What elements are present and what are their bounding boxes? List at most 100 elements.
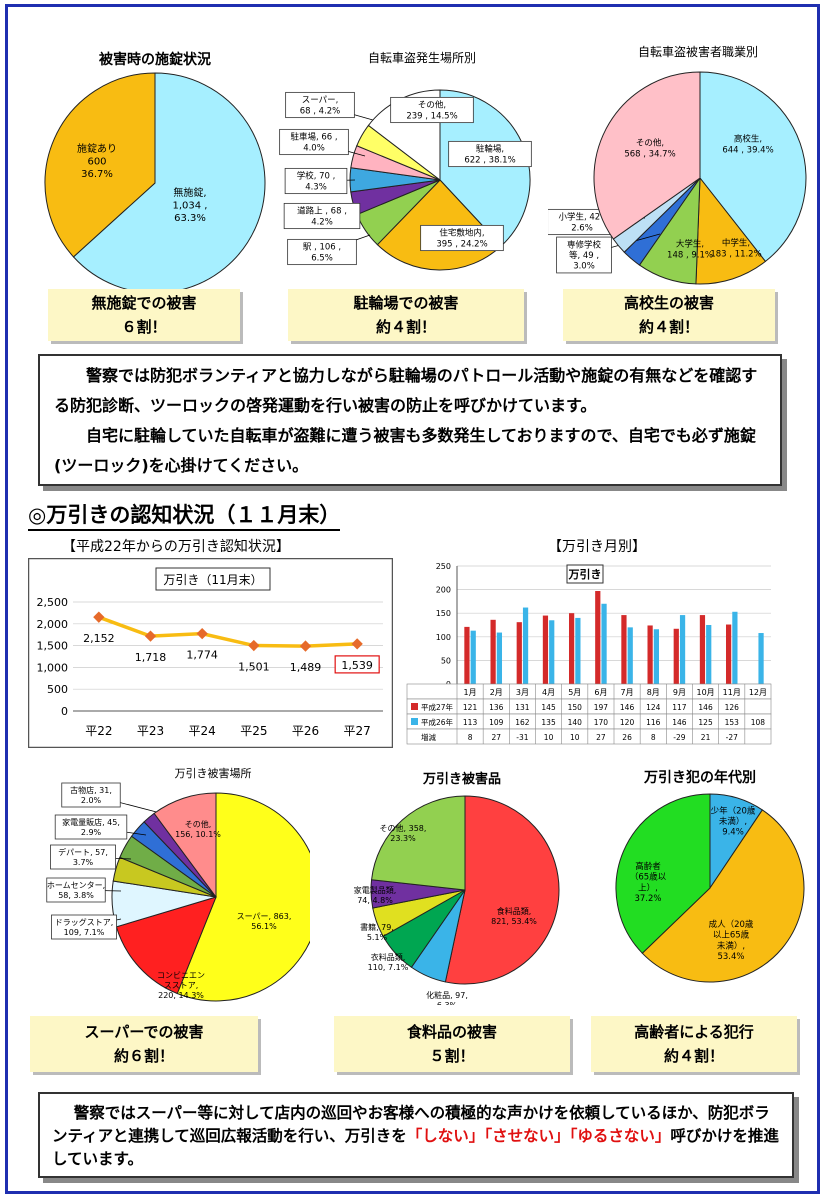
- stolen-goods-pie-chart: 万引き被害品 食料品類,821, 53.4% 化粧品, 97,6.3% 衣料品類,1…: [354, 771, 560, 1005]
- pie-slice: [371, 795, 466, 891]
- bar: [647, 625, 653, 684]
- slice-label: 学校, 70 , 4.3%: [297, 171, 336, 193]
- table-cell: 10: [544, 733, 554, 742]
- notice-text: 呼びかけを推進しています。: [52, 1127, 779, 1168]
- y-tick-label: 1,000: [37, 661, 69, 674]
- x-tick-label: 8月: [647, 688, 660, 697]
- chart-title: 被害時の施錠状況: [99, 51, 211, 68]
- summary-line1: 高齢者による犯行: [634, 1023, 754, 1041]
- summary-box-supermarket: スーパーでの被害 約６割！: [30, 1016, 258, 1072]
- monthly-bar-chart: 250200150100500万引き1月2月3月4月5月6月7月8月9月10月1…: [406, 562, 772, 745]
- summary-box-elderly: 高齢者による犯行 約４割！: [591, 1016, 797, 1072]
- table-cell: 126: [725, 703, 740, 712]
- slice-label: スーパー, 863, 56.1%: [237, 912, 292, 931]
- chart-title: 万引き（11月末）: [163, 573, 262, 587]
- chart-title: 万引き犯の年代別: [643, 769, 756, 786]
- table-cell: 109: [489, 718, 504, 727]
- bar: [575, 617, 581, 684]
- slice-label: 小学生, 42 , 2.6%: [558, 212, 605, 234]
- trend-line: [98, 615, 358, 648]
- x-tick-label: 平27: [344, 724, 371, 738]
- y-tick-label: 100: [436, 633, 451, 642]
- series-name: 平成26年: [421, 717, 454, 727]
- shoplifting-notice: 警察ではスーパー等に対して店内の巡回やお客様への積極的な声かけを依頼しているほか…: [38, 1092, 794, 1178]
- bar: [496, 632, 503, 684]
- trend-value-label: 1,489: [290, 661, 322, 674]
- slice-label: その他, 358, 23.3%: [380, 823, 427, 843]
- bar: [699, 615, 706, 684]
- x-tick-label: 平24: [189, 724, 216, 738]
- bar: [653, 629, 660, 684]
- bar: [732, 611, 738, 684]
- trend-value-label: 1,718: [135, 651, 167, 664]
- pie-slice: [444, 795, 560, 985]
- x-tick-label: 7月: [621, 688, 634, 697]
- bar: [706, 625, 712, 684]
- y-tick-label: 200: [436, 586, 451, 595]
- table-cell: 146: [698, 703, 713, 712]
- table-cell: 108: [751, 718, 766, 727]
- summary-line2: ６割！: [121, 318, 167, 336]
- x-tick-label: 9月: [673, 688, 686, 697]
- y-tick-label: 0: [61, 705, 68, 718]
- table-cell: 153: [725, 718, 740, 727]
- notice-keyword-sasenai: 「させない」: [484, 1127, 570, 1145]
- bar: [595, 591, 601, 684]
- notice-paragraph: 警察では防犯ボランティアと協力しながら駐輪場のパトロール活動や施錠の有無などを確…: [54, 366, 758, 415]
- summary-box-unlocked: 無施錠での被害 ６割！: [48, 289, 240, 341]
- slice-label: デパート, 57, 3.7%: [58, 847, 108, 867]
- slice-label: スーパー, 68 , 4.2%: [300, 96, 341, 117]
- pie-slice: [153, 792, 217, 899]
- y-tick-label: 500: [47, 683, 68, 696]
- chart-title: 万引き: [568, 567, 602, 581]
- x-tick-label: 平23: [137, 724, 164, 738]
- notice-text: 警察ではスーパー等に対して店内の巡回やお客様への積極的な声かけを依頼しているほか…: [52, 1104, 770, 1145]
- summary-line1: 駐輪場での被害: [353, 294, 459, 312]
- table-cell: 146: [620, 703, 635, 712]
- x-tick-label: 12月: [749, 688, 767, 697]
- x-tick-label: 平25: [240, 724, 267, 738]
- summary-line1: スーパーでの被害: [84, 1023, 204, 1041]
- slice-label: 成人（20歳以上65歳未満）, 53.4%: [709, 919, 754, 962]
- bar: [621, 615, 627, 684]
- slice-label: その他, 239 , 14.5%: [406, 100, 457, 122]
- x-tick-label: 6月: [594, 688, 607, 697]
- trend-value-label: 1,539: [341, 659, 373, 672]
- offender-age-pie-chart: 万引き犯の年代別 少年（20歳未満）, 9.4% 成人（20歳以上65歳未満）, 53…: [615, 769, 805, 983]
- slice-label: ホームセンター, 58, 3.8%: [47, 881, 105, 900]
- summary-line1: 食料品の被害: [406, 1023, 497, 1041]
- summary-line1: 無施錠での被害: [91, 294, 197, 312]
- summary-line2: 約６割！: [113, 1047, 174, 1065]
- bar: [522, 607, 529, 684]
- summary-box-parking: 駐輪場での被害 約４割！: [288, 289, 524, 341]
- table-cell: 10: [570, 733, 580, 742]
- x-tick-label: 1月: [464, 688, 477, 697]
- shoplifting-place-pie-chart: 万引き被害場所 スーパー, 863, 56.1% コンビニエンスストア, 220, 1…: [46, 766, 310, 1002]
- notice-keyword-yurusanai: 「ゆるさない」: [569, 1127, 671, 1145]
- chart-title: 自転車盗発生場所別: [368, 50, 476, 65]
- lock-status-pie-chart: 被害時の施錠状況 無施錠, 1,034 , 63.3% 施錠あり 600 36.7%: [44, 51, 266, 290]
- y-tick-label: 250: [436, 562, 451, 571]
- x-tick-label: 2月: [490, 688, 503, 697]
- pie-slice: [615, 793, 711, 954]
- pie-slice: [641, 809, 805, 983]
- bar: [725, 624, 732, 684]
- table-cell: 162: [515, 718, 530, 727]
- bar: [549, 620, 555, 684]
- bar: [542, 615, 549, 684]
- pie-slice: [593, 71, 701, 240]
- table-cell: 125: [698, 718, 713, 727]
- slice-label: 駅 , 106 , 6.5%: [303, 243, 341, 264]
- table-cell: 140: [568, 718, 583, 727]
- slice-label: 駐車場, 66 , 4.0%: [290, 132, 337, 154]
- table-cell: -31: [516, 733, 528, 742]
- slice-label: 食料品類, 821, 53.4%: [491, 906, 537, 926]
- x-tick-label: 3月: [516, 688, 529, 697]
- table-cell: 120: [620, 718, 635, 727]
- slice-label: 大学生, 148 , 9.1%: [667, 239, 713, 261]
- trend-value-label: 2,152: [83, 632, 115, 645]
- bar: [464, 626, 470, 684]
- slice-label: 高齢者（65歳以上）, 37.2%: [630, 861, 667, 904]
- table-cell: 8: [651, 733, 656, 742]
- pie-slice: [176, 792, 310, 1002]
